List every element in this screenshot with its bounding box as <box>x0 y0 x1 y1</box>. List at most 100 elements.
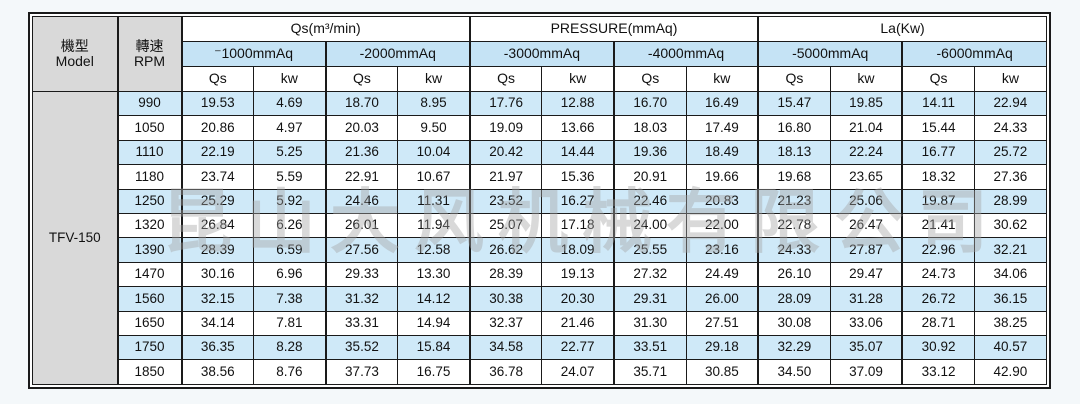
kw-value-cell: 19.85 <box>829 90 903 117</box>
model-cell: TFV-150 <box>32 91 118 385</box>
kw-value-cell: 27.36 <box>973 164 1048 190</box>
kw-value-cell: 19.66 <box>685 164 759 190</box>
qs-value-cell: 36.78 <box>468 359 543 385</box>
qs-value-cell: 24.00 <box>612 213 687 239</box>
rpm-cell: 1390 <box>116 237 182 263</box>
qs-value-cell: 20.42 <box>468 139 543 166</box>
kw-value-cell: 30.62 <box>973 213 1048 239</box>
rpm-cell: 1750 <box>116 335 182 361</box>
data-row-rpm-1750: 1750 36.35 8.28 35.52 15.84 34.58 22.77 33.51 29… <box>33 335 1048 361</box>
data-row-rpm-1470: 1470 30.16 6.96 29.33 13.30 28.39 19.13 27.32 24… <box>33 261 1048 288</box>
model-header-en: Model <box>55 53 94 69</box>
subheader-kw-4: kw <box>685 66 759 92</box>
kw-value-cell: 6.59 <box>253 237 327 263</box>
subheader-qs-1: Qs <box>180 66 255 92</box>
data-row-rpm-1560: 1560 32.15 7.38 31.32 14.12 30.38 20.30 29.31 26… <box>33 286 1048 312</box>
qs-value-cell: 29.33 <box>324 261 399 288</box>
qs-value-cell: 24.73 <box>901 261 975 288</box>
kw-value-cell: 4.69 <box>253 90 327 117</box>
subheader-kw-2: kw <box>397 66 471 92</box>
kw-value-cell: 14.12 <box>397 286 471 312</box>
kw-value-cell: 7.81 <box>253 310 327 337</box>
kw-value-cell: 13.30 <box>397 261 471 288</box>
kw-value-cell: 5.59 <box>253 164 327 190</box>
kw-value-cell: 13.66 <box>541 115 615 141</box>
kw-value-cell: 19.13 <box>541 261 615 288</box>
pressure-header-2: -2000mmAq <box>324 41 471 67</box>
qs-value-cell: 32.15 <box>180 286 255 312</box>
subheader-kw-1: kw <box>253 66 327 92</box>
qs-value-cell: 16.80 <box>757 115 831 141</box>
qs-value-cell: 24.46 <box>324 188 399 215</box>
kw-value-cell: 7.38 <box>253 286 327 312</box>
kw-value-cell: 22.24 <box>829 139 903 166</box>
kw-value-cell: 32.21 <box>973 237 1048 263</box>
kw-value-cell: 24.49 <box>685 261 759 288</box>
spec-table-frame: 機型 Model 轉速 RPM Qs(m³/min) PRESSURE(mmAq… <box>28 12 1051 389</box>
qs-value-cell: 32.37 <box>468 310 543 337</box>
kw-value-cell: 26.47 <box>829 213 903 239</box>
kw-value-cell: 33.06 <box>829 310 903 337</box>
kw-value-cell: 6.26 <box>253 213 327 239</box>
subheader-qs-4: Qs <box>612 66 687 92</box>
qs-value-cell: 37.73 <box>324 359 399 385</box>
qs-value-cell: 20.86 <box>180 115 255 141</box>
qs-value-cell: 23.52 <box>468 188 543 215</box>
kw-value-cell: 8.28 <box>253 335 327 361</box>
kw-value-cell: 18.09 <box>541 237 615 263</box>
kw-value-cell: 25.72 <box>973 139 1048 166</box>
data-row-rpm-1110: 1110 22.19 5.25 21.36 10.04 20.42 14.44 19.36 18… <box>33 139 1048 166</box>
kw-value-cell: 35.07 <box>829 335 903 361</box>
kw-value-cell: 5.92 <box>253 188 327 215</box>
kw-value-cell: 37.09 <box>829 359 903 385</box>
kw-value-cell: 30.85 <box>685 359 759 385</box>
qs-value-cell: 28.39 <box>180 237 255 263</box>
qs-value-cell: 27.32 <box>612 261 687 288</box>
qs-value-cell: 26.72 <box>901 286 975 312</box>
qs-value-cell: 26.10 <box>757 261 831 288</box>
qs-value-cell: 35.71 <box>612 359 687 385</box>
model-column-header: 機型 Model <box>32 16 118 92</box>
rpm-cell: 1250 <box>116 188 182 215</box>
qs-value-cell: 25.07 <box>468 213 543 239</box>
kw-value-cell: 34.06 <box>973 261 1048 288</box>
group-header-la: La(Kw) <box>757 16 1048 42</box>
qs-value-cell: 25.29 <box>180 188 255 215</box>
group-header-qs: Qs(m³/min) <box>180 16 471 42</box>
qs-value-cell: 20.03 <box>324 115 399 141</box>
kw-value-cell: 8.76 <box>253 359 327 385</box>
kw-value-cell: 15.84 <box>397 335 471 361</box>
qs-value-cell: 26.62 <box>468 237 543 263</box>
kw-value-cell: 40.57 <box>973 335 1048 361</box>
rpm-cell: 1110 <box>116 139 182 166</box>
data-row-rpm-1650: 1650 34.14 7.81 33.31 14.94 32.37 21.46 31.30 27… <box>33 310 1048 337</box>
pressure-header-3: -3000mmAq <box>468 41 615 67</box>
qs-value-cell: 17.76 <box>468 90 543 117</box>
kw-value-cell: 16.49 <box>685 90 759 117</box>
qs-value-cell: 21.36 <box>324 139 399 166</box>
pressure-header-6: -6000mmAq <box>901 41 1048 67</box>
data-row-rpm-990: TFV-150 990 19.53 4.69 18.70 8.95 17.76 12.88 16… <box>32 90 1048 385</box>
rpm-header-zh: 轉速 <box>135 37 164 54</box>
qs-value-cell: 21.97 <box>468 164 543 190</box>
fan-performance-table: 機型 Model 轉速 RPM Qs(m³/min) PRESSURE(mmAq… <box>32 16 1048 385</box>
kw-value-cell: 28.99 <box>973 188 1048 215</box>
qs-value-cell: 22.19 <box>180 139 255 166</box>
qs-value-cell: 22.46 <box>612 188 687 215</box>
kw-value-cell: 6.96 <box>253 261 327 288</box>
kw-value-cell: 9.50 <box>397 115 471 141</box>
qs-value-cell: 19.87 <box>901 188 975 215</box>
kw-value-cell: 24.33 <box>973 115 1048 141</box>
kw-value-cell: 42.90 <box>973 359 1048 385</box>
rpm-cell: 1850 <box>116 359 182 385</box>
qs-value-cell: 28.09 <box>757 286 831 312</box>
qs-value-cell: 29.31 <box>612 286 687 312</box>
kw-value-cell: 17.49 <box>685 115 759 141</box>
kw-value-cell: 18.49 <box>685 139 759 166</box>
data-row-rpm-1390: 1390 28.39 6.59 27.56 12.58 26.62 18.09 25.55 23… <box>33 237 1048 263</box>
qs-value-cell: 36.35 <box>180 335 255 361</box>
qs-value-cell: 33.12 <box>901 359 975 385</box>
table-body: TFV-150 990 19.53 4.69 18.70 8.95 17.76 12.88 16… <box>32 90 1048 385</box>
subheader-kw-3: kw <box>541 66 615 92</box>
kw-value-cell: 4.97 <box>253 115 327 141</box>
